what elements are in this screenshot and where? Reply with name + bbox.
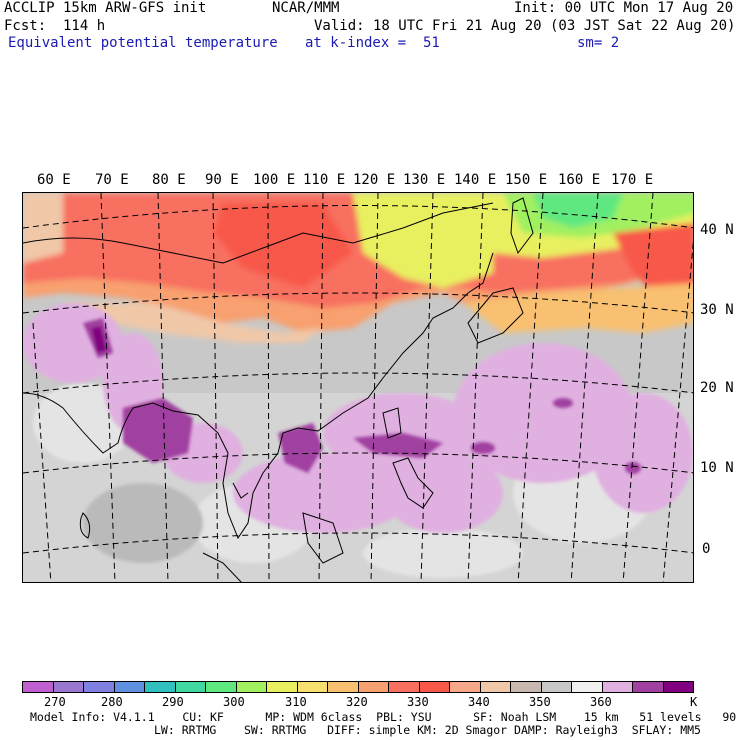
lon-label: 80 E	[152, 172, 186, 188]
lon-label: 60 E	[37, 172, 71, 188]
lat-label: 30 N	[700, 302, 734, 318]
colorbar-tick: 280	[101, 695, 123, 709]
colorbar-swatch	[633, 682, 664, 692]
colorbar-swatch	[114, 682, 145, 692]
colorbar-swatch	[53, 682, 84, 692]
colorbar-swatch	[84, 682, 115, 692]
colorbar-tick: 350	[529, 695, 551, 709]
colorbar-tick: 330	[407, 695, 429, 709]
lon-label: 120 E	[353, 172, 396, 188]
colorbar-swatch	[206, 682, 237, 692]
colorbar-swatch	[145, 682, 176, 692]
map-panel	[22, 192, 694, 583]
colorbar-swatch	[23, 682, 54, 692]
lat-label: 40 N	[700, 222, 734, 238]
lon-label: 110 E	[303, 172, 346, 188]
map-field	[23, 193, 693, 582]
lon-label: 170 E	[611, 172, 654, 188]
colorbar-swatch	[328, 682, 359, 692]
lon-label: 130 E	[403, 172, 446, 188]
lon-label: 140 E	[454, 172, 497, 188]
colorbar-tick: 340	[468, 695, 490, 709]
colorbar-tick: 310	[285, 695, 307, 709]
lat-label: 10 N	[700, 460, 734, 476]
colorbar-tick: 360	[590, 695, 612, 709]
run-title: ACCLIP 15km ARW-GFS init	[4, 0, 207, 16]
colorbar-swatch	[663, 682, 693, 692]
colorbar-tick: 300	[223, 695, 245, 709]
colorbar-swatch	[297, 682, 328, 692]
colorbar-swatch	[511, 682, 542, 692]
colorbar-swatch	[419, 682, 450, 692]
colorbar-swatch	[480, 682, 511, 692]
colorbar-swatch	[572, 682, 603, 692]
colorbar-tick: 320	[346, 695, 368, 709]
org-label: NCAR/MMM	[272, 0, 340, 16]
lon-label: 70 E	[95, 172, 129, 188]
valid-time: Valid: 18 UTC Fri 21 Aug 20 (03 JST Sat …	[314, 18, 736, 34]
lon-label: 100 E	[253, 172, 296, 188]
colorbar-swatch	[389, 682, 420, 692]
model-info: Model Info: V4.1.1 CU: KF MP: WDM 6class…	[30, 710, 740, 724]
colorbar-swatch	[175, 682, 206, 692]
colorbar-swatch	[358, 682, 389, 692]
lat-label: 0	[702, 541, 711, 557]
colorbar-unit: K	[690, 695, 698, 709]
model-physics: LW: RRTMG SW: RRTMG DIFF: simple KM: 2D …	[154, 723, 701, 737]
lon-label: 90 E	[205, 172, 239, 188]
level-label: at k-index = 51	[305, 35, 440, 51]
smoothing-label: sm= 2	[577, 35, 620, 51]
colorbar-swatch	[602, 682, 633, 692]
colorbar-swatch	[236, 682, 267, 692]
colorbar-tick: 270	[44, 695, 66, 709]
colorbar	[22, 681, 694, 693]
lon-label: 150 E	[505, 172, 548, 188]
colorbar-swatch	[450, 682, 481, 692]
field-name: Equivalent potential temperature	[8, 35, 278, 51]
lat-label: 20 N	[700, 380, 734, 396]
forecast-hour: Fcst: 114 h	[4, 18, 106, 34]
colorbar-swatch	[267, 682, 298, 692]
colorbar-swatch	[541, 682, 572, 692]
lon-label: 160 E	[558, 172, 601, 188]
colorbar-tick: 290	[162, 695, 184, 709]
init-time: Init: 00 UTC Mon 17 Aug 20	[514, 0, 734, 16]
